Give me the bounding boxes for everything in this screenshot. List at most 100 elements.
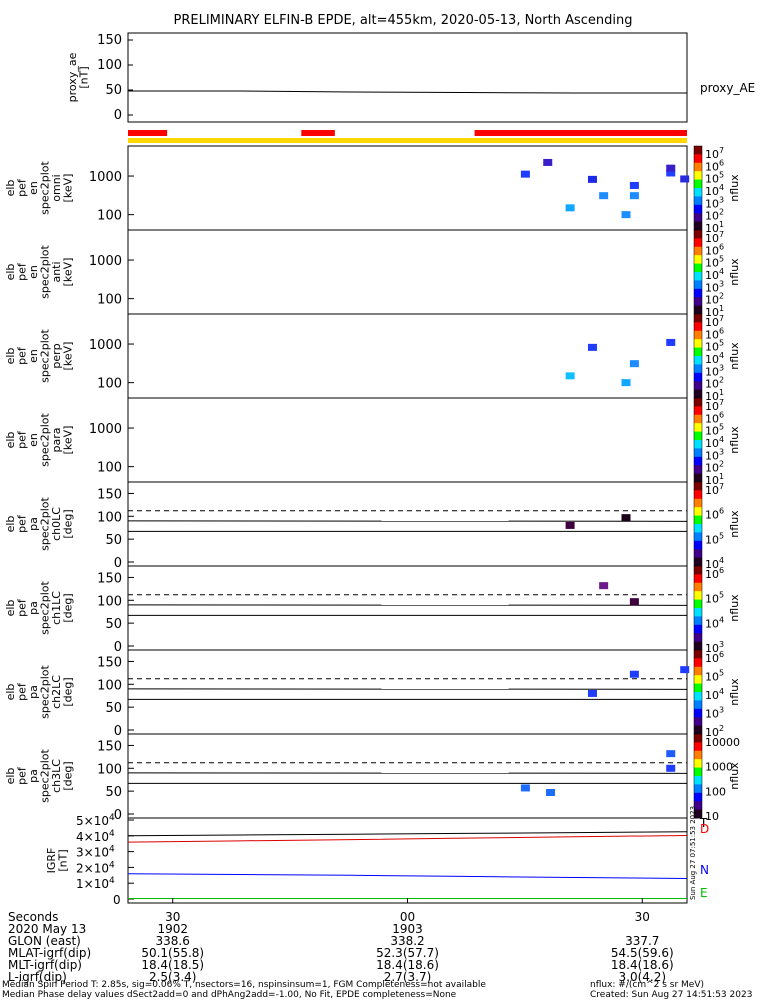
igrf-y-tick-label: 3×104 — [76, 845, 115, 860]
colorbar-label: nflux — [728, 762, 741, 790]
colorbar-tick-label: 105 — [705, 423, 724, 438]
x-axis-value: 1903 — [392, 922, 423, 936]
colorbar-segment — [694, 641, 702, 651]
colorbar-segment — [694, 146, 702, 155]
colorbar-segment — [694, 708, 702, 718]
ae-y-tick-label: 0 — [114, 108, 122, 123]
spectrogram-cell — [587, 175, 597, 183]
colorbar-segment — [694, 255, 702, 265]
colorbar-tick-label: 107 — [705, 482, 724, 497]
colorbar-segment — [694, 230, 702, 239]
pa-spectrogram-cell — [565, 521, 575, 529]
colorbar-segment — [694, 507, 702, 517]
colorbar-segment — [694, 616, 702, 626]
colorbar-segment — [694, 809, 702, 819]
colorbar-segment — [694, 666, 702, 676]
spectrogram-cell — [629, 181, 639, 189]
spec-panel-frame — [127, 145, 688, 231]
spectrogram-cell — [666, 164, 676, 172]
colorbar-segment — [694, 549, 702, 559]
colorbar-label: nflux — [728, 510, 741, 538]
colorbar-tick-label: 104 — [705, 435, 724, 450]
colorbar-segment — [694, 171, 702, 181]
spec-y-tick-label: 100 — [97, 209, 122, 224]
y-axis-label-line: para — [50, 428, 63, 453]
colorbar-tick-label: 105 — [705, 669, 724, 684]
y-axis-label-line: spec2plot — [39, 497, 52, 551]
footer-nflux-unit: nflux: #/(cm^2 s sr MeV) — [590, 980, 704, 990]
colorbar-label: nflux — [728, 258, 741, 286]
colorbar-segment — [694, 162, 702, 172]
igrf-series-line — [127, 831, 688, 837]
pa-panel-frame — [127, 565, 688, 651]
colorbar-tick-label: 104 — [705, 183, 724, 198]
colorbar-tick-label: 101 — [705, 472, 724, 487]
ae-panel-frame — [127, 32, 688, 123]
pa-spectrogram-cell — [520, 784, 530, 792]
colorbar-tick-label: 100 — [705, 785, 726, 798]
colorbar-segment — [694, 759, 702, 769]
colorbar-segment — [694, 398, 702, 407]
colorbar-segment — [694, 490, 702, 500]
pa-y-tick-label: 150 — [97, 487, 122, 502]
colorbar-tick-label: 101 — [705, 304, 724, 319]
y-axis-label-line: spec2plot — [39, 581, 52, 635]
y-axis-label-line: spec2plot — [39, 749, 52, 803]
spec-y-tick-label: 100 — [97, 377, 122, 392]
y-axis-label-line: [nT] — [78, 66, 91, 88]
colorbar-segment — [694, 204, 702, 214]
colorbar-segment — [694, 608, 702, 617]
colorbar-segment — [694, 330, 702, 340]
colorbar-segment — [694, 196, 702, 206]
y-axis-label-line: pef — [16, 514, 29, 533]
y-axis-label-line: spec2plot — [39, 329, 52, 383]
footer-phase-info: Median Phase delay values dSect2add=0 an… — [2, 990, 457, 1000]
colorbar-label: nflux — [728, 174, 741, 202]
colorbar-tick-label: 107 — [705, 398, 724, 413]
y-axis-label-line: [keV] — [62, 342, 75, 371]
spectrogram-cell — [666, 169, 676, 177]
spectrogram-cell — [666, 338, 676, 346]
pa-y-tick-label: 150 — [97, 739, 122, 754]
colorbar-segment — [694, 658, 702, 668]
colorbar-segment — [694, 675, 702, 685]
colorbar-tick-label: 103 — [705, 447, 724, 462]
colorbar-segment — [694, 238, 702, 248]
colorbar-segment — [694, 540, 702, 550]
y-axis-label-line: pef — [16, 430, 29, 449]
spec-y-tick-label: 100 — [97, 461, 122, 476]
x-label-lshell: L-igrf(dip) — [8, 970, 67, 984]
colorbar-segment — [694, 347, 702, 357]
pa-y-tick-label: 0 — [114, 556, 122, 571]
y-axis-label-line: perp — [50, 343, 63, 368]
spec-y-tick-label: 100 — [97, 293, 122, 308]
colorbar-segment — [694, 448, 702, 458]
colorbar-tick-label: 104 — [705, 615, 724, 630]
colorbar-tick-label: 106 — [705, 326, 724, 341]
x-axis-value: 18.4(18.6) — [610, 958, 674, 972]
colorbar-tick-label: 104 — [705, 267, 724, 282]
pa-y-tick-label: 150 — [97, 571, 122, 586]
colorbar-segment — [694, 767, 702, 777]
colorbar-tick-label: 107 — [705, 314, 724, 329]
y-axis-label-line: elb — [4, 432, 17, 449]
x-label-seconds: Seconds — [8, 910, 59, 924]
colorbar-segment — [694, 574, 702, 584]
colorbar-tick-label: 101 — [705, 220, 724, 235]
x-axis-value: 2.7(3.7) — [383, 970, 432, 984]
colorbar-label: nflux — [728, 426, 741, 454]
pa-spectrogram-cell — [666, 750, 676, 758]
y-axis-label-line: omni — [50, 174, 63, 201]
colorbar-label: nflux — [728, 594, 741, 622]
colorbar-segment — [694, 440, 702, 449]
ae-series-line — [128, 90, 687, 94]
spec-y-tick-label: 1000 — [89, 422, 122, 437]
colorbar-tick-label: 105 — [705, 171, 724, 186]
colorbar-segment — [694, 188, 702, 197]
colorbar-segment — [694, 734, 702, 743]
colorbar-tick-label: 106 — [705, 158, 724, 173]
